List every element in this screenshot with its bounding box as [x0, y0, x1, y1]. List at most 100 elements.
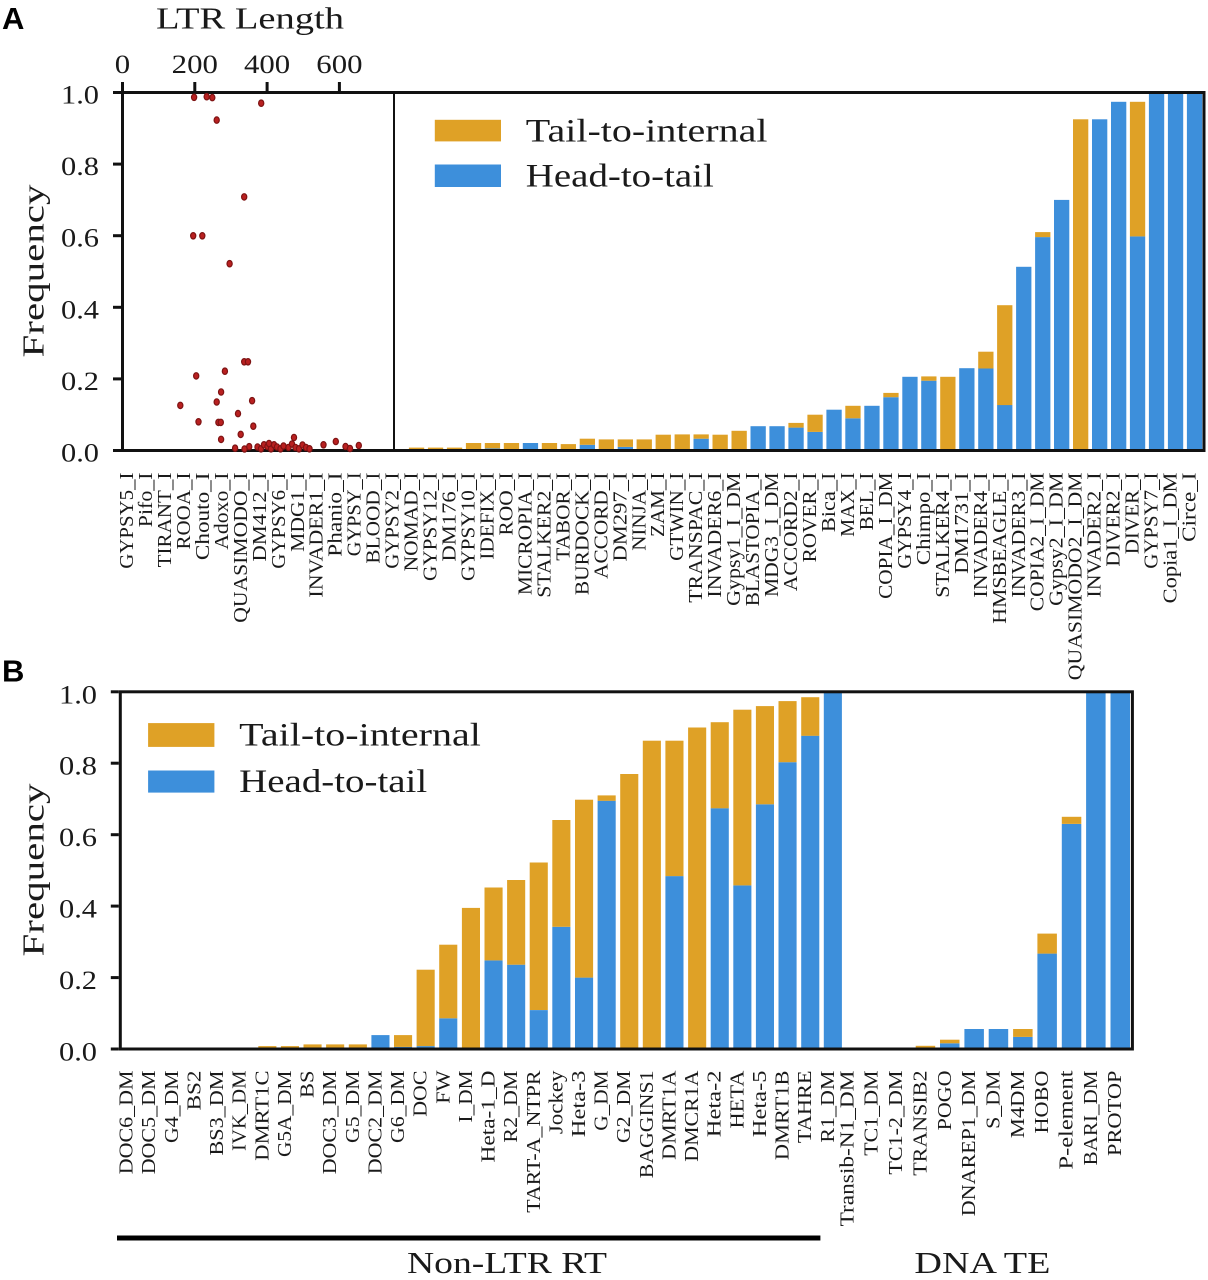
svg-text:TC1_DM: TC1_DM — [861, 1070, 883, 1155]
svg-text:0.2: 0.2 — [61, 367, 99, 396]
svg-text:GYPSY12_I: GYPSY12_I — [420, 472, 442, 581]
svg-text:BEL_I: BEL_I — [856, 473, 878, 531]
svg-text:GYPSY10_I: GYPSY10_I — [458, 473, 480, 582]
svg-text:BS3_DM: BS3_DM — [206, 1070, 228, 1155]
svg-text:Adoxo_I: Adoxo_I — [211, 473, 233, 550]
svg-text:0.6: 0.6 — [61, 224, 99, 253]
svg-text:Non-LTR RT: Non-LTR RT — [407, 1245, 607, 1280]
svg-text:INVADER6_I: INVADER6_I — [704, 473, 726, 598]
svg-text:DIVER2_I: DIVER2_I — [1103, 473, 1125, 567]
svg-text:DM297_I: DM297_I — [609, 473, 631, 562]
svg-text:Circe_I: Circe_I — [1179, 473, 1201, 542]
svg-text:600: 600 — [316, 50, 362, 79]
svg-text:HETA: HETA — [726, 1070, 748, 1129]
svg-text:MDG1_I: MDG1_I — [287, 473, 309, 552]
svg-text:ROVER_I: ROVER_I — [799, 473, 821, 563]
svg-text:BLOOD_I: BLOOD_I — [363, 473, 385, 564]
svg-text:BARI_DM: BARI_DM — [1080, 1070, 1102, 1165]
svg-text:Transib-N1_DM: Transib-N1_DM — [836, 1070, 858, 1226]
svg-text:GYPSY2_I: GYPSY2_I — [382, 472, 404, 568]
svg-text:Chouto_I: Chouto_I — [192, 473, 214, 561]
svg-text:G6_DM: G6_DM — [387, 1070, 409, 1143]
svg-text:ACCORD2_I: ACCORD2_I — [780, 473, 802, 592]
svg-text:HOBO: HOBO — [1031, 1071, 1053, 1134]
svg-text:COPIA_I_DM: COPIA_I_DM — [875, 472, 897, 599]
svg-text:Jockey: Jockey — [545, 1071, 567, 1135]
svg-text:Heta-3: Heta-3 — [568, 1071, 590, 1138]
svg-text:IDEFIX_I: IDEFIX_I — [477, 472, 499, 559]
svg-text:STALKER2_I: STALKER2_I — [533, 473, 555, 598]
svg-text:Heta-5: Heta-5 — [749, 1071, 771, 1138]
svg-text:0.8: 0.8 — [61, 152, 99, 181]
svg-text:BLASTOPIA_I: BLASTOPIA_I — [742, 473, 764, 607]
svg-text:TRANSIB2: TRANSIB2 — [909, 1071, 931, 1176]
svg-text:0.8: 0.8 — [59, 752, 97, 781]
svg-text:Chimpo_I: Chimpo_I — [913, 473, 935, 566]
svg-text:INVADER3_I: INVADER3_I — [1008, 473, 1030, 598]
svg-text:GYPSY6_I: GYPSY6_I — [268, 473, 290, 569]
svg-text:200: 200 — [172, 50, 218, 79]
svg-text:LTR Length: LTR Length — [156, 1, 345, 36]
svg-text:BS: BS — [297, 1071, 319, 1099]
svg-text:DOC5_DM: DOC5_DM — [138, 1070, 160, 1174]
svg-text:INVADER1_I: INVADER1_I — [306, 473, 328, 598]
svg-text:I_DM: I_DM — [455, 1070, 477, 1122]
svg-text:G5_DM: G5_DM — [342, 1070, 364, 1143]
svg-text:GYPSY7_I: GYPSY7_I — [1141, 473, 1163, 569]
svg-text:M4DM: M4DM — [1007, 1070, 1029, 1138]
svg-text:0.6: 0.6 — [59, 823, 97, 852]
svg-text:DMRT1C: DMRT1C — [251, 1071, 273, 1161]
svg-text:B: B — [2, 654, 24, 689]
svg-text:R1_DM: R1_DM — [817, 1070, 839, 1142]
svg-text:0.2: 0.2 — [59, 966, 97, 995]
svg-text:INVADER2_I: INVADER2_I — [1084, 473, 1106, 598]
svg-text:MAX_I: MAX_I — [837, 473, 859, 537]
svg-text:G4_DM: G4_DM — [161, 1070, 183, 1143]
svg-text:BAGGINS1: BAGGINS1 — [636, 1071, 658, 1179]
svg-text:DOC: DOC — [410, 1071, 432, 1117]
svg-text:DIVER_I: DIVER_I — [1122, 473, 1144, 555]
svg-text:ACCORD_I: ACCORD_I — [590, 473, 612, 579]
svg-text:S_DM: S_DM — [983, 1070, 1005, 1129]
svg-text:Tail-to-internal: Tail-to-internal — [239, 718, 481, 754]
svg-text:Heta-2: Heta-2 — [704, 1071, 726, 1138]
svg-text:ROO_I: ROO_I — [496, 473, 518, 536]
svg-text:TAHRE: TAHRE — [794, 1071, 816, 1144]
svg-text:NOMAD_I: NOMAD_I — [401, 473, 423, 572]
svg-text:Heta-1_D: Heta-1_D — [478, 1071, 500, 1163]
svg-text:TRANSPAC_I: TRANSPAC_I — [685, 473, 707, 603]
svg-text:IVK_DM: IVK_DM — [229, 1070, 251, 1151]
svg-text:GYPSY_I: GYPSY_I — [344, 473, 366, 557]
svg-text:Head-to-tail: Head-to-tail — [239, 764, 427, 800]
svg-text:DOC2_DM: DOC2_DM — [364, 1070, 386, 1174]
svg-text:TART-A_NTPR: TART-A_NTPR — [523, 1070, 545, 1213]
svg-text:COPIA2_I_DM: COPIA2_I_DM — [1027, 472, 1049, 611]
svg-text:R2_DM: R2_DM — [500, 1070, 522, 1142]
svg-text:STALKER4_I: STALKER4_I — [932, 473, 954, 598]
svg-text:Frequency: Frequency — [16, 783, 51, 957]
svg-text:Gypsy1_I_DM: Gypsy1_I_DM — [723, 472, 745, 606]
svg-text:DNA TE: DNA TE — [914, 1245, 1050, 1280]
svg-text:0.4: 0.4 — [59, 895, 97, 924]
svg-text:Gypsy2_I_DM: Gypsy2_I_DM — [1046, 472, 1068, 606]
svg-text:DNAREP1_DM: DNAREP1_DM — [958, 1070, 980, 1216]
svg-text:HMSBEAGLE_I: HMSBEAGLE_I — [989, 473, 1011, 624]
svg-text:1.0: 1.0 — [61, 81, 99, 110]
svg-text:ROOA_I: ROOA_I — [173, 473, 195, 550]
svg-text:ZAM_I: ZAM_I — [647, 473, 669, 538]
svg-text:Pifo_I: Pifo_I — [135, 473, 157, 528]
svg-text:NINJA_I: NINJA_I — [628, 473, 650, 551]
svg-text:FW: FW — [432, 1070, 454, 1103]
svg-text:DM412_I: DM412_I — [249, 473, 271, 562]
svg-text:DMRT1B: DMRT1B — [772, 1071, 794, 1161]
svg-text:DM176_I: DM176_I — [439, 473, 461, 562]
svg-text:0.0: 0.0 — [61, 439, 99, 468]
svg-text:GTWIN_I: GTWIN_I — [666, 473, 688, 561]
svg-text:INVADER4_I: INVADER4_I — [970, 473, 992, 598]
svg-text:Frequency: Frequency — [16, 184, 51, 358]
svg-text:Tail-to-internal: Tail-to-internal — [526, 113, 768, 149]
svg-text:G5A_DM: G5A_DM — [274, 1070, 296, 1157]
svg-text:P-element: P-element — [1056, 1070, 1078, 1170]
svg-text:0.0: 0.0 — [59, 1038, 97, 1067]
svg-text:TABOR_I: TABOR_I — [552, 473, 574, 561]
